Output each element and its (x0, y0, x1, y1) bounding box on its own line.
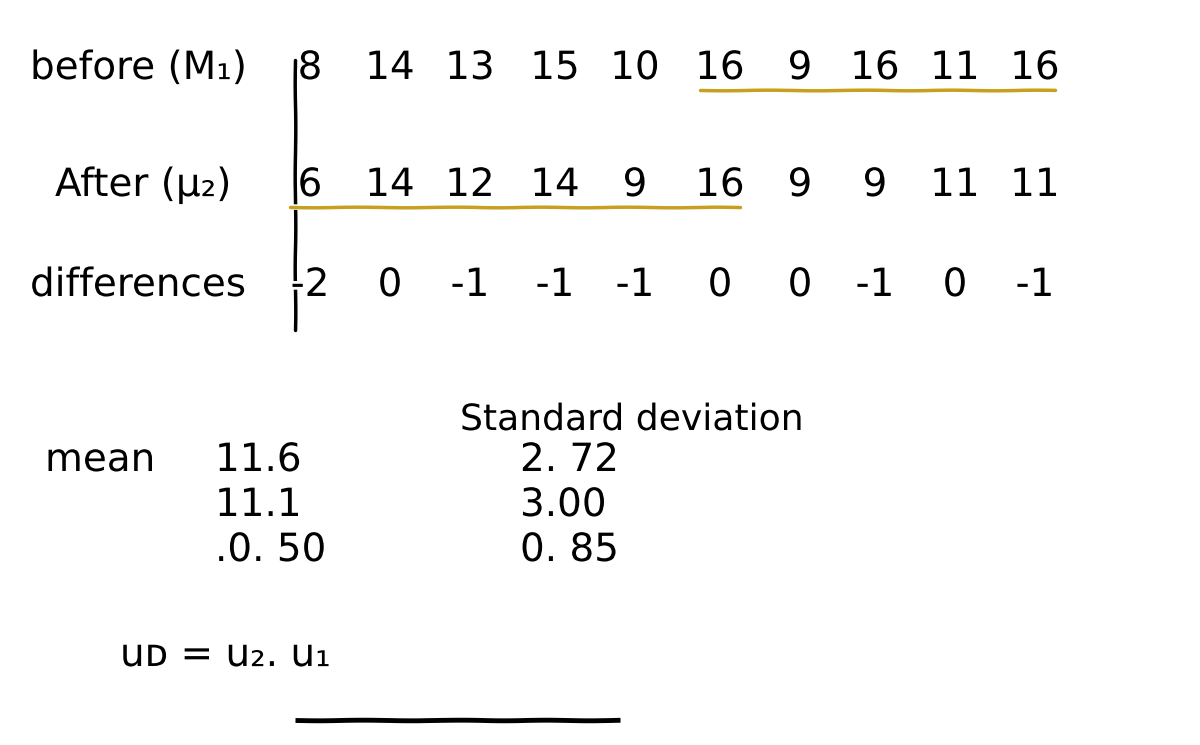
Text: mean: mean (46, 441, 155, 479)
Text: 11.1: 11.1 (215, 486, 302, 524)
Text: 13: 13 (445, 49, 494, 87)
Text: 9: 9 (623, 166, 648, 204)
Text: 8: 8 (298, 49, 323, 87)
Text: uᴅ = u₂. u₁: uᴅ = u₂. u₁ (120, 636, 330, 674)
Text: 2. 72: 2. 72 (520, 441, 619, 479)
Text: 0. 85: 0. 85 (520, 531, 619, 569)
Text: 16: 16 (695, 49, 745, 87)
Text: 14: 14 (365, 49, 415, 87)
Text: -1: -1 (616, 266, 654, 304)
Text: 14: 14 (530, 166, 580, 204)
Text: 11.6: 11.6 (215, 441, 302, 479)
Text: 0: 0 (943, 266, 967, 304)
Text: 11: 11 (1010, 166, 1060, 204)
Text: 9: 9 (787, 49, 812, 87)
Text: 0: 0 (378, 266, 402, 304)
Text: 14: 14 (365, 166, 415, 204)
Text: 9: 9 (787, 166, 812, 204)
Text: Standard deviation: Standard deviation (460, 403, 803, 437)
Text: 11: 11 (930, 49, 980, 87)
Text: before (M₁): before (M₁) (30, 49, 247, 87)
Text: 9: 9 (863, 166, 888, 204)
Text: -2: -2 (290, 266, 329, 304)
Text: After (μ₂): After (μ₂) (55, 166, 232, 204)
Text: 16: 16 (1010, 49, 1060, 87)
Text: 11: 11 (930, 166, 980, 204)
Text: 16: 16 (695, 166, 745, 204)
Text: 15: 15 (530, 49, 580, 87)
Text: 0: 0 (787, 266, 812, 304)
Text: -1: -1 (450, 266, 490, 304)
Text: 16: 16 (850, 49, 900, 87)
Text: 0: 0 (708, 266, 732, 304)
Text: 10: 10 (610, 49, 660, 87)
Text: -1: -1 (535, 266, 575, 304)
Text: .0. 50: .0. 50 (215, 531, 326, 569)
Text: 6: 6 (298, 166, 323, 204)
Text: 12: 12 (445, 166, 494, 204)
Text: -1: -1 (856, 266, 894, 304)
Text: -1: -1 (1015, 266, 1055, 304)
Text: differences: differences (30, 266, 246, 304)
Text: 3.00: 3.00 (520, 486, 607, 524)
